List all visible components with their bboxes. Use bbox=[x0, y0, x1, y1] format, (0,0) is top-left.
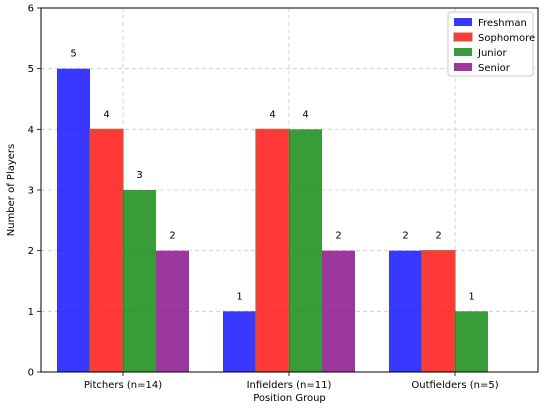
bar-sophomore bbox=[421, 250, 456, 373]
legend-label: Senior bbox=[478, 63, 511, 74]
x-axis-label: Position Group bbox=[253, 393, 326, 404]
data-label: 5 bbox=[70, 49, 76, 60]
y-tick-label: 3 bbox=[28, 186, 34, 197]
x-tick-label: Outfielders (n=5) bbox=[411, 380, 498, 391]
data-label: 4 bbox=[269, 109, 275, 120]
y-tick-label: 4 bbox=[28, 125, 34, 136]
data-label: 1 bbox=[468, 291, 474, 302]
legend-swatch-freshman bbox=[454, 18, 472, 26]
legend: Freshman Sophomore Junior Senior bbox=[447, 11, 535, 77]
legend-box bbox=[447, 11, 534, 77]
data-label: 2 bbox=[435, 231, 441, 242]
data-label: 4 bbox=[302, 109, 308, 120]
legend-label: Sophomore bbox=[478, 33, 535, 44]
data-labels-layer: 5 1 2 4 4 2 3 4 1 2 2 bbox=[70, 49, 474, 303]
bar-freshman bbox=[389, 250, 422, 372]
data-label: 1 bbox=[236, 291, 242, 302]
legend-swatch-sophomore bbox=[453, 32, 473, 42]
bar-senior bbox=[322, 250, 355, 372]
y-tick-label: 0 bbox=[28, 368, 34, 379]
bar-junior bbox=[289, 129, 322, 372]
data-label: 2 bbox=[402, 231, 408, 242]
legend-swatch-senior bbox=[454, 63, 472, 71]
y-tick-label: 6 bbox=[28, 4, 34, 15]
bar-freshman bbox=[57, 68, 90, 373]
x-tick-label: Infielders (n=11) bbox=[247, 380, 332, 391]
y-axis-label: Number of Players bbox=[6, 144, 17, 237]
bar-senior bbox=[156, 250, 189, 372]
bar-sophomore bbox=[89, 128, 124, 373]
bar-junior bbox=[455, 311, 488, 372]
data-label: 3 bbox=[136, 170, 142, 181]
x-tick-label: Pitchers (n=14) bbox=[84, 380, 162, 391]
y-tick-label: 2 bbox=[28, 246, 34, 257]
legend-label: Freshman bbox=[478, 18, 527, 29]
data-label: 2 bbox=[335, 231, 341, 242]
data-label: 4 bbox=[103, 109, 109, 120]
y-tick-label: 1 bbox=[28, 307, 34, 318]
legend-swatch-junior bbox=[454, 48, 472, 56]
bar-junior bbox=[123, 190, 156, 372]
data-label: 2 bbox=[169, 231, 175, 242]
y-tick-label: 5 bbox=[28, 64, 34, 75]
bar-freshman bbox=[223, 311, 256, 372]
bar-sophomore bbox=[255, 128, 290, 373]
axes-layer: 0 1 2 3 4 5 6 Pitchers (n=14) Infielders (n=11) O… bbox=[28, 4, 499, 392]
legend-label: Junior bbox=[477, 48, 508, 59]
